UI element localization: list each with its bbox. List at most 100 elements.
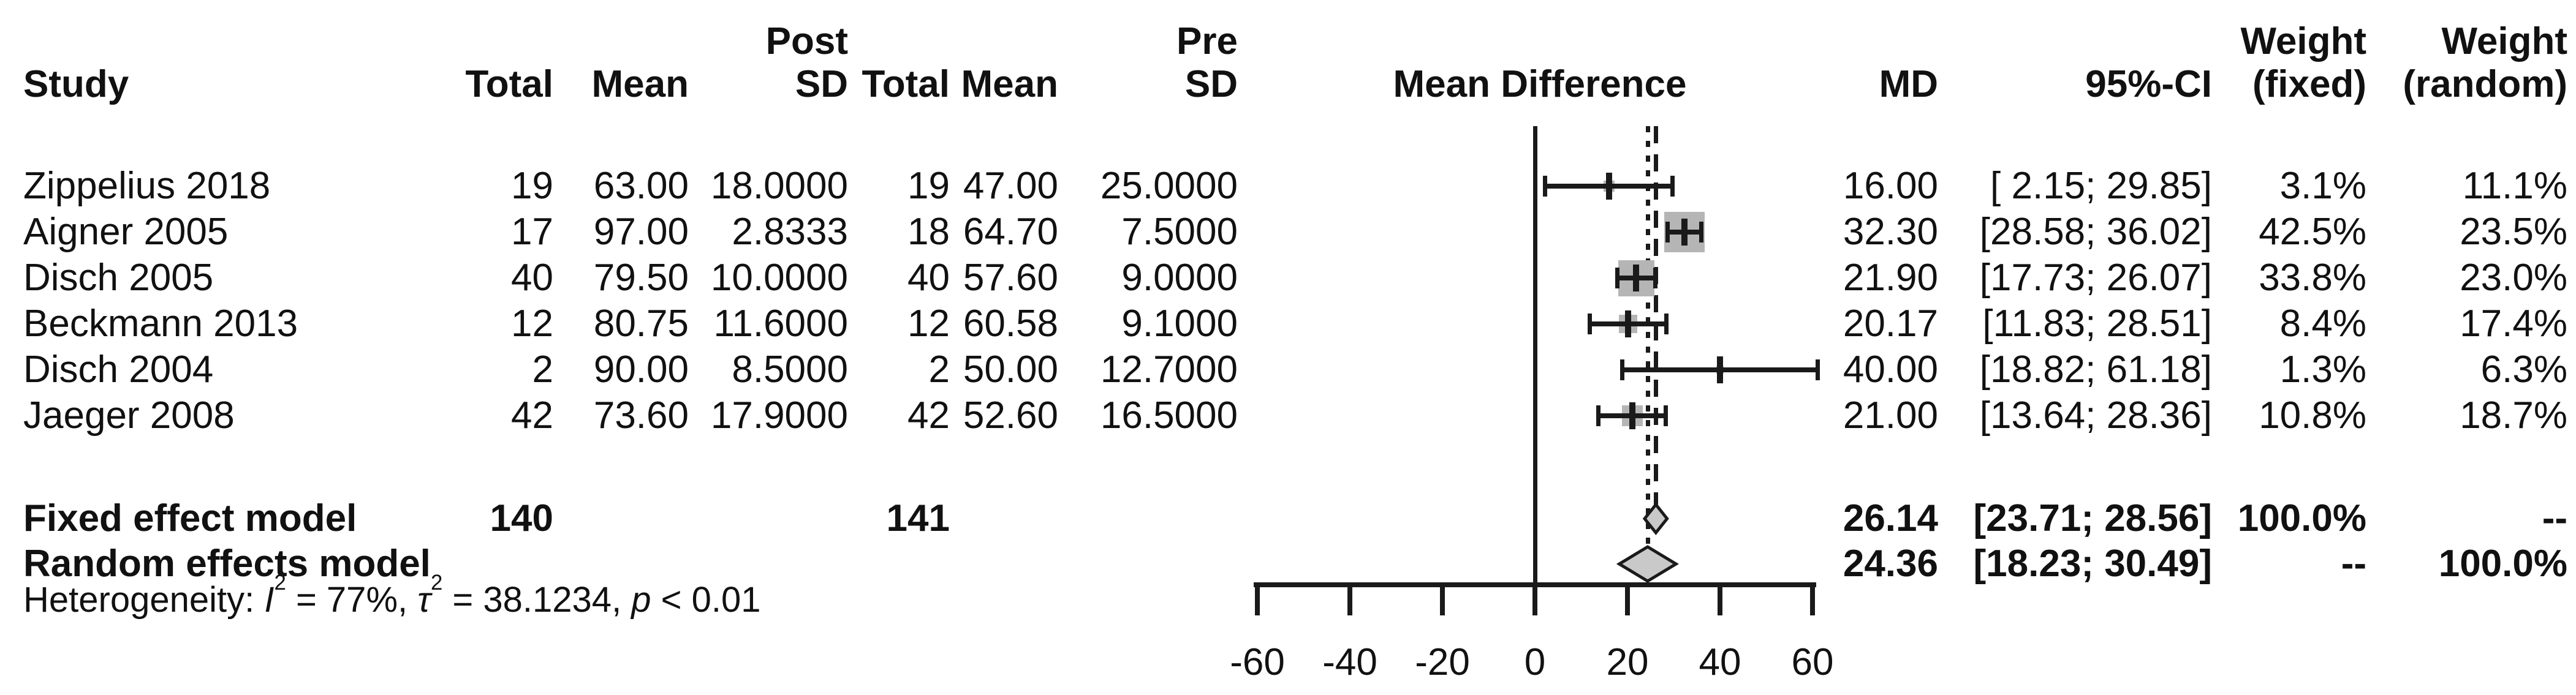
header-random: (random) <box>2403 63 2567 105</box>
post-mean-value: 79.50 <box>593 257 689 299</box>
post-total-value: 17 <box>511 211 553 253</box>
weight-fixed-value: 42.5% <box>2259 211 2366 253</box>
study-name: Aigner 2005 <box>23 211 229 253</box>
heterogeneity-text: Heterogeneity: I2 = 77%, τ2 = 38.1234, p… <box>23 572 761 622</box>
weight-random-value: 23.0% <box>2460 257 2567 299</box>
summary-md-value: 24.36 <box>1843 543 1938 585</box>
study-name: Disch 2005 <box>23 257 214 299</box>
ci-end-tick-right <box>1653 268 1657 288</box>
header-pre-total: Total <box>862 63 950 105</box>
x-axis-tick-label: 0 <box>1524 641 1546 683</box>
weight-fixed-value: 8.4% <box>2279 302 2366 345</box>
pre-total-value: 19 <box>907 165 950 207</box>
pre-sd-value: 12.7000 <box>1100 348 1238 391</box>
pre-mean-value: 47.00 <box>963 165 1058 207</box>
summary-name: Fixed effect model <box>23 497 357 539</box>
post-sd-value: 2.8333 <box>732 211 848 253</box>
summary-md-value: 26.14 <box>1843 497 1938 539</box>
md-value: 40.00 <box>1843 348 1938 391</box>
weight-random-value: 11.1% <box>2462 165 2567 207</box>
post-sd-value: 18.0000 <box>710 165 848 207</box>
weight-random-value: 17.4% <box>2460 302 2567 345</box>
ci-value: [11.83; 28.51] <box>1982 302 2212 345</box>
header-post-mean: Mean <box>591 63 689 105</box>
md-value: 20.17 <box>1843 302 1938 345</box>
ci-value: [17.73; 26.07] <box>1979 257 2212 299</box>
study-name: Jaeger 2008 <box>23 394 235 437</box>
header-pre-mean: Mean <box>961 63 1058 105</box>
pre-mean-value: 52.60 <box>963 394 1058 437</box>
pre-sd-value: 7.5000 <box>1121 211 1238 253</box>
pre-total-value: 42 <box>907 394 950 437</box>
post-mean-value: 73.60 <box>593 394 689 437</box>
fixed-effect-diamond <box>1642 502 1669 536</box>
pre-total-value: 2 <box>928 348 950 391</box>
pre-total-value: 40 <box>907 257 950 299</box>
post-total-value: 40 <box>511 257 553 299</box>
md-value: 21.90 <box>1843 257 1938 299</box>
summary-ci-value: [18.23; 30.49] <box>1973 543 2212 585</box>
heterogeneity-part: = 77%, <box>286 580 418 620</box>
post-total-value: 42 <box>511 394 553 437</box>
header-post-total: Total <box>465 63 554 105</box>
post-mean-value: 90.00 <box>593 348 689 391</box>
heterogeneity-part: = 38.1234, <box>442 580 632 620</box>
weight-fixed-value: 3.1% <box>2279 165 2366 207</box>
post-sd-value: 17.9000 <box>710 394 848 437</box>
heterogeneity-part: 2 <box>274 571 286 595</box>
heterogeneity-part: < 0.01 <box>651 580 761 620</box>
pre-sd-value: 9.1000 <box>1121 302 1238 345</box>
study-name: Disch 2004 <box>23 348 214 391</box>
header-post: Post <box>765 20 848 62</box>
ci-value: [ 2.15; 29.85] <box>1990 165 2212 207</box>
pre-total-value: 18 <box>907 211 950 253</box>
x-axis-tick <box>1718 585 1722 615</box>
ci-end-tick-left <box>1665 222 1670 242</box>
pre-sd-value: 16.5000 <box>1100 394 1238 437</box>
summary-name: Random effects model <box>23 543 431 585</box>
summary-weight-random: -- <box>2542 497 2567 539</box>
ci-end-tick-left <box>1620 359 1625 380</box>
heterogeneity-part: Heterogeneity: <box>23 580 265 620</box>
x-axis-tick <box>1532 585 1537 615</box>
pre-sd-value: 9.0000 <box>1121 257 1238 299</box>
weight-random-value: 23.5% <box>2460 211 2567 253</box>
summary-ci-value: [23.71; 28.56] <box>1973 497 2212 539</box>
pre-mean-value: 60.58 <box>963 302 1058 345</box>
ci-end-tick-right <box>1699 222 1703 242</box>
weight-fixed-value: 1.3% <box>2279 348 2366 391</box>
header-md: MD <box>1879 63 1938 105</box>
weight-random-value: 18.7% <box>2460 394 2567 437</box>
post-mean-value: 63.00 <box>593 165 689 207</box>
post-mean-value: 80.75 <box>593 302 689 345</box>
random-effects-diamond <box>1616 545 1680 583</box>
study-name: Beckmann 2013 <box>23 302 298 345</box>
weight-fixed-value: 10.8% <box>2259 394 2366 437</box>
pre-mean-value: 50.00 <box>963 348 1058 391</box>
header-weight-fixed: Weight <box>2240 20 2367 62</box>
md-value: 16.00 <box>1843 165 1938 207</box>
md-value: 32.30 <box>1843 211 1938 253</box>
ci-end-tick-right <box>1664 314 1669 334</box>
ci-end-tick-right <box>1670 176 1675 197</box>
x-axis-tick <box>1810 585 1815 615</box>
pre-mean-value: 64.70 <box>963 211 1058 253</box>
ci-value: [18.82; 61.18] <box>1979 348 2212 391</box>
estimate-tick <box>1605 173 1612 200</box>
x-axis-tick <box>1625 585 1630 615</box>
study-name: Zippelius 2018 <box>23 165 271 207</box>
summary-weight-fixed: 100.0% <box>2237 497 2366 539</box>
ci-end-tick-left <box>1615 268 1619 288</box>
summary-pre-total: 141 <box>886 497 950 539</box>
md-value: 21.00 <box>1843 394 1938 437</box>
x-axis-tick <box>1255 585 1260 615</box>
heterogeneity-part: 2 <box>430 571 443 595</box>
post-sd-value: 10.0000 <box>710 257 848 299</box>
header-pre-sd: SD <box>1184 63 1238 105</box>
ci-end-tick-left <box>1596 405 1601 426</box>
ci-end-tick-left <box>1543 176 1548 197</box>
post-total-value: 12 <box>511 302 553 345</box>
x-axis-tick-label: 20 <box>1606 641 1649 683</box>
header-mean-difference: Mean Difference <box>1393 63 1687 105</box>
